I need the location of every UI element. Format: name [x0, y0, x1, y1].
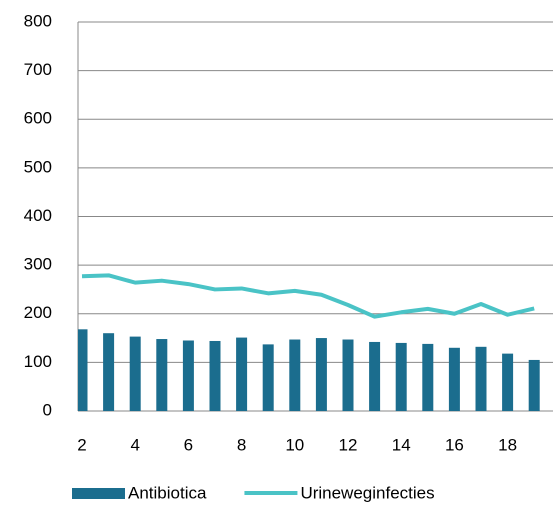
x-tick-label: 12 [339, 435, 358, 454]
y-tick-label: 700 [24, 60, 52, 79]
y-tick-label: 800 [24, 11, 52, 30]
y-tick-label: 200 [24, 303, 52, 322]
bar [262, 344, 274, 411]
x-tick-label: 8 [237, 435, 246, 454]
x-tick-label: 14 [392, 435, 411, 454]
bar [78, 329, 88, 411]
x-tick-label: 10 [285, 435, 304, 454]
bar [448, 347, 460, 411]
x-tick-label: 2 [77, 435, 86, 454]
bar [236, 337, 248, 411]
bar [342, 339, 354, 411]
bar [369, 341, 381, 411]
bar [528, 359, 540, 411]
x-tick-label: 18 [498, 435, 517, 454]
legend-label: Urineweginfecties [300, 483, 434, 502]
bar [395, 342, 407, 411]
y-tick-label: 600 [24, 109, 52, 128]
legend-label: Antibiotica [128, 483, 207, 502]
plot-area [78, 273, 540, 411]
x-tick-label: 6 [184, 435, 193, 454]
y-tick-label: 100 [24, 352, 52, 371]
x-tick-label: 4 [130, 435, 139, 454]
bar [475, 346, 487, 411]
bar [182, 340, 194, 411]
bar [315, 338, 327, 411]
y-tick-label: 300 [24, 255, 52, 274]
bar [289, 339, 301, 411]
y-tick-label: 400 [24, 206, 52, 225]
bar [209, 340, 221, 411]
y-tick-label: 500 [24, 157, 52, 176]
bar [129, 336, 141, 411]
line [81, 273, 535, 319]
bar [156, 339, 168, 411]
legend-swatch [72, 488, 125, 499]
x-tick-label: 16 [445, 435, 464, 454]
bar [502, 353, 514, 411]
bar [422, 343, 434, 411]
bar [103, 333, 115, 411]
y-tick-label: 0 [43, 400, 52, 419]
